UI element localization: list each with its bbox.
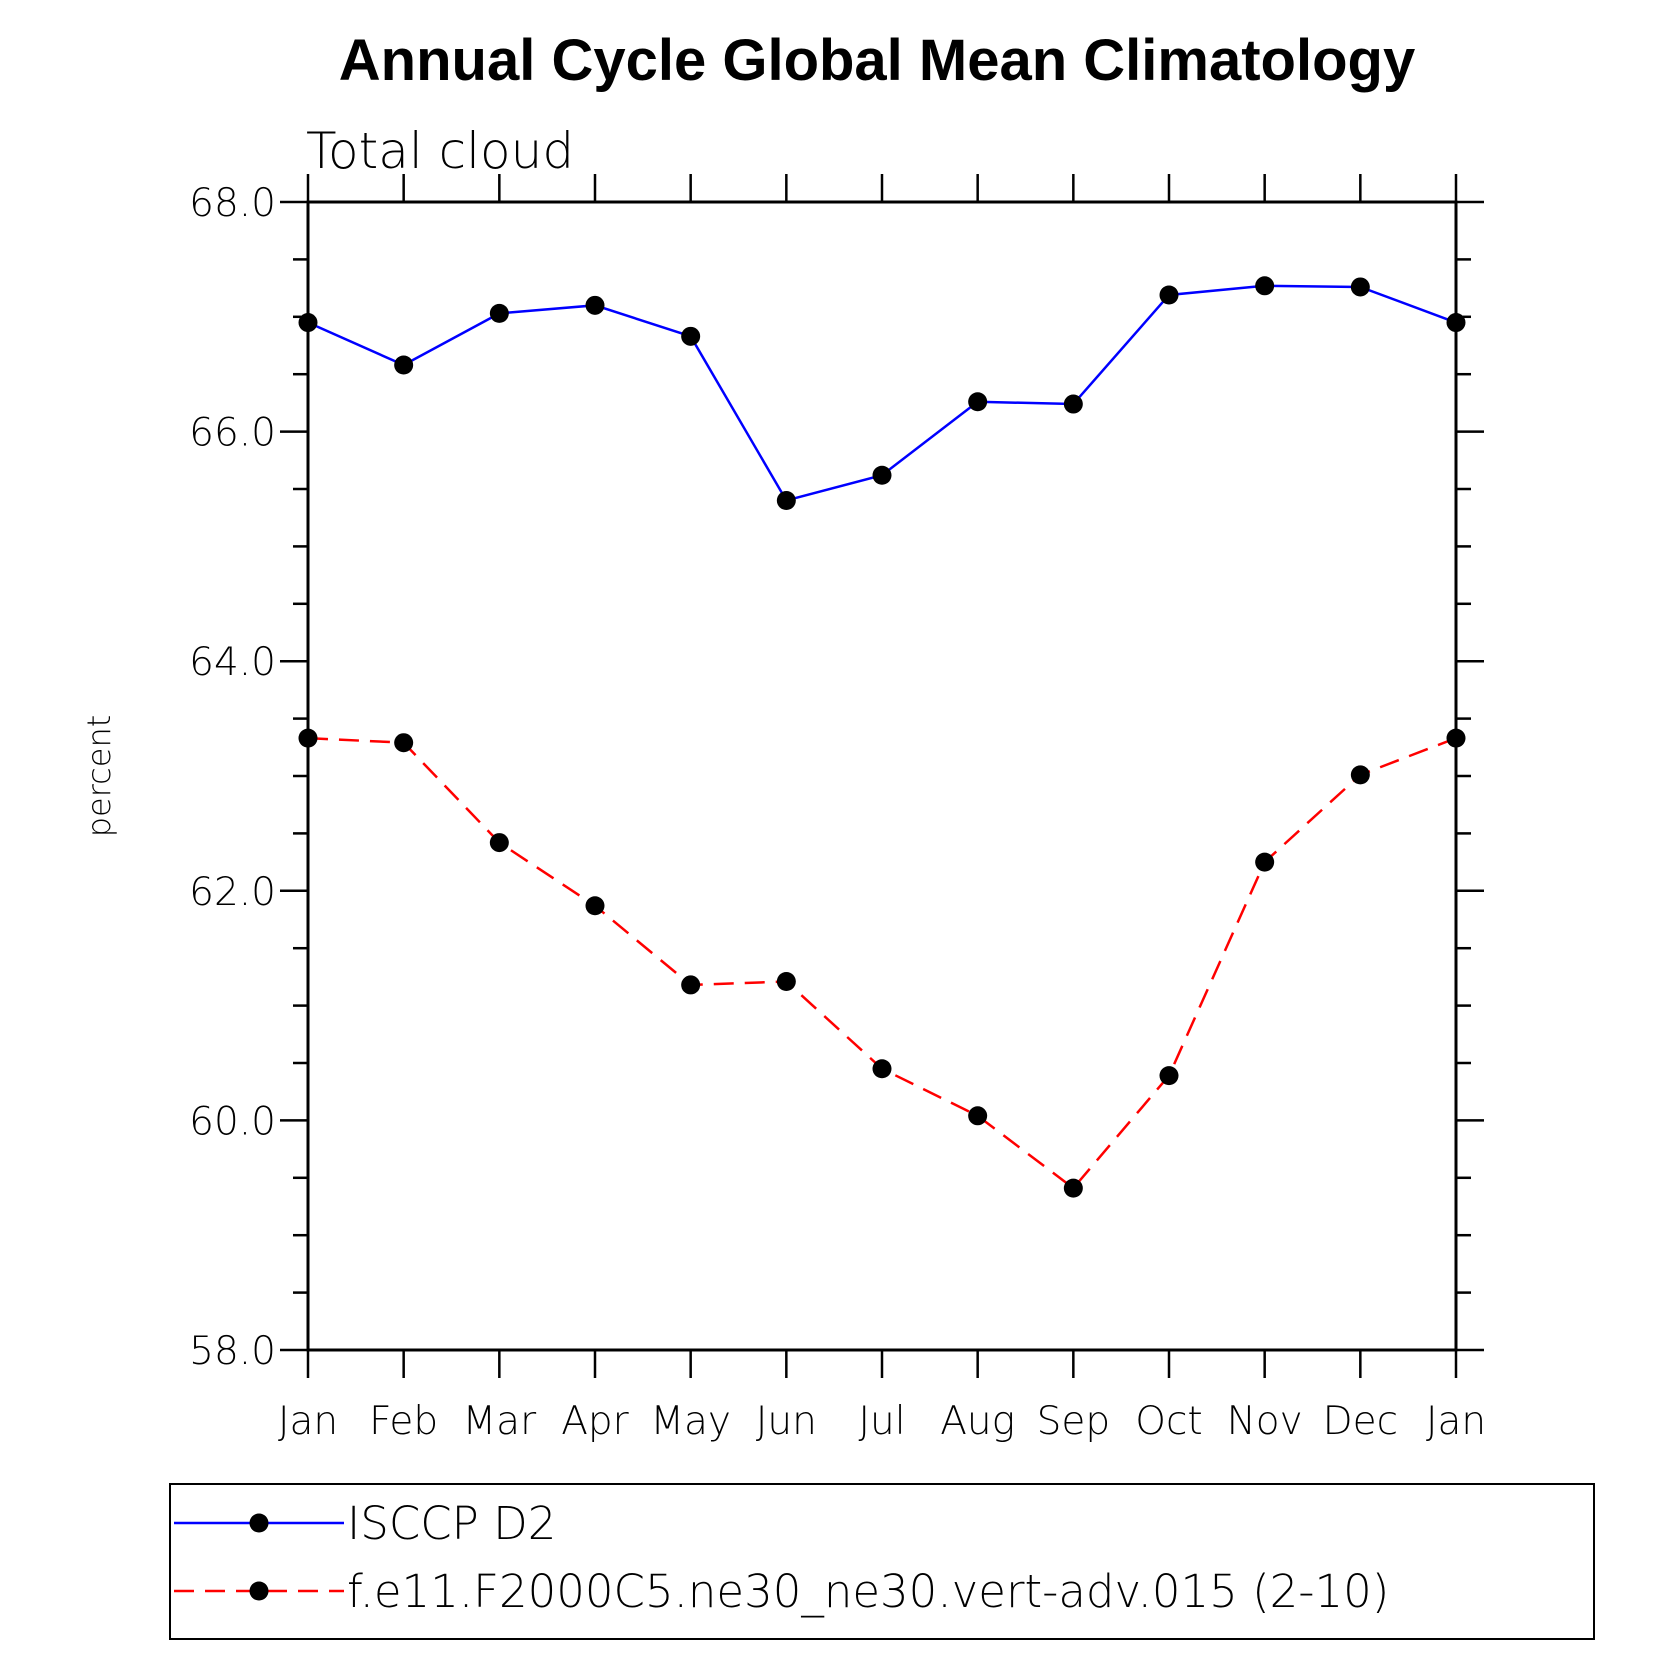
series-1 (298, 276, 1466, 510)
data-point (1446, 728, 1466, 748)
x-tick-label: Aug (940, 1399, 1015, 1444)
data-point (489, 303, 509, 323)
data-point (585, 896, 605, 916)
data-point (298, 313, 318, 333)
legend-label: ISCCP D2 (347, 1497, 556, 1550)
data-point (968, 1106, 988, 1126)
y-tick-label: 68.0 (189, 181, 276, 226)
data-point (298, 728, 318, 748)
series-layer (298, 276, 1466, 1198)
x-tick-label: Jul (858, 1399, 905, 1444)
data-point (1350, 277, 1370, 297)
legend-label: f.e11.F2000C5.ne30_ne30.vert-adv.015 (2-… (347, 1565, 1389, 1618)
y-tick-label: 60.0 (189, 1099, 276, 1144)
y-tick-label: 58.0 (189, 1329, 276, 1374)
x-tick-label: Nov (1227, 1399, 1303, 1444)
y-tick-label: 64.0 (189, 640, 276, 685)
data-point (681, 975, 701, 995)
y-tick-label: 66.0 (189, 411, 276, 456)
legend-marker (249, 1513, 269, 1533)
x-tick-label: May (650, 1399, 731, 1444)
x-tick-label: Mar (463, 1399, 537, 1444)
x-tick-label: Jan (278, 1399, 338, 1444)
data-point (585, 295, 605, 315)
x-tick-label: Dec (1323, 1399, 1398, 1444)
axis-ticks (280, 174, 1484, 1378)
x-tick-label: Jun (756, 1399, 817, 1444)
x-tick-label: Oct (1135, 1399, 1202, 1444)
x-tick-label: Jan (1426, 1399, 1486, 1444)
x-tick-label: Feb (369, 1399, 438, 1444)
data-point (1159, 1066, 1179, 1086)
plot-area-frame (306, 200, 1458, 1352)
x-tick-label: Apr (561, 1399, 628, 1444)
legend-box (169, 1483, 1595, 1640)
chart-subtitle: Total cloud (306, 122, 574, 180)
y-axis-label: percent (80, 715, 118, 838)
data-point (1063, 394, 1083, 414)
data-point (1446, 313, 1466, 333)
data-point (1350, 765, 1370, 785)
data-point (394, 355, 414, 375)
data-point (968, 392, 988, 412)
data-point (872, 465, 892, 485)
data-point (394, 733, 414, 753)
y-tick-label: 62.0 (189, 870, 276, 915)
data-point (776, 490, 796, 510)
data-point (1255, 852, 1275, 872)
series-line (307, 736, 1457, 1190)
legend-marker (249, 1581, 269, 1601)
legend: ISCCP D2 f.e11.F2000C5.ne30_ne30.vert-adv… (169, 1483, 1595, 1640)
chart-title: Annual Cycle Global Mean Climatology (339, 28, 1415, 93)
data-point (681, 326, 701, 346)
axis-tick-labels: Jan Feb Mar Apr May Jun Jul Aug Sep Oct Nov Dec Jan5… (189, 181, 1486, 1444)
data-point (1063, 1178, 1083, 1198)
series-2 (298, 728, 1466, 1198)
x-tick-label: Sep (1037, 1399, 1111, 1444)
data-point (489, 833, 509, 853)
data-point (1159, 285, 1179, 305)
data-point (872, 1059, 892, 1079)
data-point (1255, 276, 1275, 296)
data-point (776, 971, 796, 991)
